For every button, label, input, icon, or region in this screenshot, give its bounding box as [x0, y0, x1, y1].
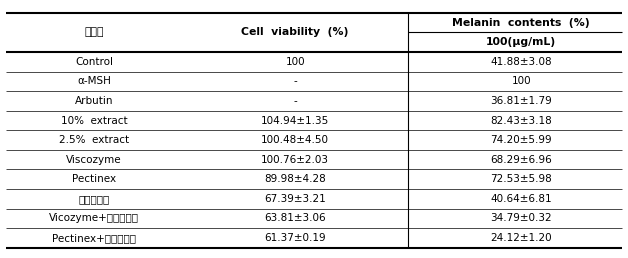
Text: 36.81±1.79: 36.81±1.79	[490, 96, 552, 106]
Text: 2.5%  extract: 2.5% extract	[59, 135, 129, 145]
Text: Pectinex: Pectinex	[72, 174, 116, 184]
Text: 40.64±6.81: 40.64±6.81	[490, 194, 552, 204]
Text: 104.94±1.35: 104.94±1.35	[261, 116, 329, 125]
Text: 63.81±3.06: 63.81±3.06	[264, 213, 326, 223]
Text: Pectinex+초고압균질: Pectinex+초고압균질	[52, 233, 136, 243]
Text: 10%  extract: 10% extract	[61, 116, 127, 125]
Text: 곤달비: 곤달비	[84, 27, 104, 37]
Text: Viscozyme: Viscozyme	[67, 155, 122, 165]
Text: 74.20±5.99: 74.20±5.99	[490, 135, 552, 145]
Text: 72.53±5.98: 72.53±5.98	[490, 174, 552, 184]
Text: -: -	[293, 96, 297, 106]
Text: 100(μg/mL): 100(μg/mL)	[486, 37, 556, 47]
Text: 41.88±3.08: 41.88±3.08	[490, 57, 552, 67]
Text: 82.43±3.18: 82.43±3.18	[490, 116, 552, 125]
Text: Melanin  contents  (%): Melanin contents (%)	[452, 18, 590, 28]
Text: 24.12±1.20: 24.12±1.20	[490, 233, 552, 243]
Text: Control: Control	[75, 57, 113, 67]
Text: Arbutin: Arbutin	[75, 96, 114, 106]
Text: 100: 100	[511, 76, 531, 86]
Text: 100.76±2.03: 100.76±2.03	[261, 155, 329, 165]
Text: Cell  viability  (%): Cell viability (%)	[242, 27, 349, 37]
Text: -: -	[293, 76, 297, 86]
Text: 61.37±0.19: 61.37±0.19	[264, 233, 326, 243]
Text: 100: 100	[285, 57, 305, 67]
Text: α-MSH: α-MSH	[77, 76, 111, 86]
Text: Vicozyme+초고압균질: Vicozyme+초고압균질	[49, 213, 139, 223]
Text: 89.98±4.28: 89.98±4.28	[264, 174, 326, 184]
Text: 68.29±6.96: 68.29±6.96	[490, 155, 552, 165]
Text: 34.79±0.32: 34.79±0.32	[490, 213, 552, 223]
Text: 100.48±4.50: 100.48±4.50	[261, 135, 329, 145]
Text: 67.39±3.21: 67.39±3.21	[264, 194, 326, 204]
Text: 초고압균질: 초고압균질	[78, 194, 110, 204]
